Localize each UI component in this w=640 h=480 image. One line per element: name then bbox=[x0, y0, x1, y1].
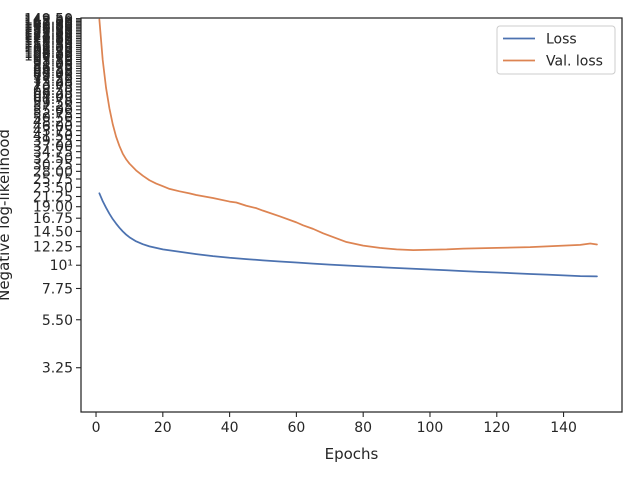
x-axis: 0 20 40 60 80 100 120 140 bbox=[92, 412, 577, 436]
y-tick-label: 109.00 bbox=[24, 40, 73, 56]
y-tick-label: 129.25 bbox=[24, 25, 73, 41]
y-tick-label: 57.25 bbox=[33, 99, 73, 115]
y-tick-label: 21.25 bbox=[33, 190, 73, 206]
y-tick-label: 88.75 bbox=[33, 59, 73, 75]
y-tick-label: 79.75 bbox=[33, 69, 73, 85]
y-tick-label: 149.50 bbox=[24, 12, 73, 28]
legend: Loss Val. loss bbox=[496, 25, 616, 75]
y-tick-label: 104.50 bbox=[24, 44, 73, 60]
y-tick-label: 106.75 bbox=[24, 42, 73, 58]
y-tick-label: 52.75 bbox=[33, 107, 73, 123]
y-tick-label: 43.75 bbox=[33, 124, 73, 140]
y-tick-label: 48.25 bbox=[33, 115, 73, 131]
y-tick-label: 5.50 bbox=[42, 313, 73, 329]
y-tick-label: 28.00 bbox=[33, 164, 73, 180]
y-tick-label: 122.50 bbox=[24, 30, 73, 46]
y-tick-label: 64.00 bbox=[33, 89, 73, 105]
y-tick-label: 138.25 bbox=[24, 19, 73, 35]
y-tick-label: 7.75 bbox=[42, 281, 73, 297]
y-tick-label: 30.25 bbox=[33, 157, 73, 173]
y-tick-label: 16.75 bbox=[33, 211, 73, 227]
y-tick-label: 12.25 bbox=[33, 240, 73, 256]
y-tick-label: 145.00 bbox=[24, 14, 73, 30]
y-tick-label: 127.00 bbox=[24, 26, 73, 42]
plot-background bbox=[81, 18, 622, 412]
series-line-1 bbox=[98, 18, 598, 252]
x-tick-label: 40 bbox=[221, 420, 239, 436]
legend-label-val-loss: Val. loss bbox=[546, 54, 603, 70]
x-tick-label: 60 bbox=[287, 420, 305, 436]
y-tick-label: 100.00 bbox=[24, 48, 73, 64]
y-tick-label: 120.25 bbox=[24, 31, 73, 47]
y-tick-label: 14.50 bbox=[33, 224, 73, 240]
series-layer bbox=[98, 18, 598, 278]
y-tick-label: 55.00 bbox=[33, 103, 73, 119]
y-tick-label: 77.50 bbox=[33, 72, 73, 88]
y-tick-label: 73.00 bbox=[33, 77, 73, 93]
y-tick-label: 19.00 bbox=[33, 200, 73, 216]
legend-label-loss: Loss bbox=[546, 32, 577, 48]
x-tick-label: 20 bbox=[154, 420, 172, 436]
y-tick-label: 140.50 bbox=[24, 17, 73, 33]
x-axis-label: Epochs bbox=[325, 445, 379, 463]
y-tick-label: 46.00 bbox=[33, 119, 73, 135]
x-tick-label: 80 bbox=[354, 420, 372, 436]
y-tick-label: 142.75 bbox=[24, 16, 73, 32]
y-tick-label: 86.50 bbox=[33, 62, 73, 78]
plot-frame bbox=[80, 17, 623, 413]
y-tick-label: 23.50 bbox=[33, 180, 73, 196]
series-line-0 bbox=[98, 192, 598, 278]
y-tick-label: 75.25 bbox=[33, 74, 73, 90]
y-tick-label: 91.00 bbox=[33, 57, 73, 73]
y-tick-label: 131.50 bbox=[24, 23, 73, 39]
y-tick-label: 147.25 bbox=[24, 13, 73, 29]
y-tick-label: 93.25 bbox=[33, 55, 73, 71]
y-tick-label: 97.75 bbox=[33, 50, 73, 66]
y-tick-label: 124.75 bbox=[24, 28, 73, 44]
y-tick-label: 136.00 bbox=[24, 20, 73, 36]
y-tick-label: 10¹ bbox=[50, 258, 73, 274]
y-axis-label: Negative log-likelihood bbox=[0, 129, 13, 301]
y-tick-label: 50.50 bbox=[33, 111, 73, 127]
y-axis: 3.25 5.50 7.75 10¹ 12.2514.5016.7519.0021.25… bbox=[24, 12, 81, 377]
y-tick-label: 115.75 bbox=[24, 35, 73, 51]
y-tick-label: 25.75 bbox=[33, 172, 73, 188]
x-tick-label: 100 bbox=[417, 420, 444, 436]
y-tick-label: 111.25 bbox=[24, 39, 73, 55]
y-tick-label: 59.50 bbox=[33, 96, 73, 112]
y-tick-label: 68.50 bbox=[33, 83, 73, 99]
y-tick-label: 37.00 bbox=[33, 139, 73, 155]
y-tick-label: 95.50 bbox=[33, 52, 73, 68]
y-tick-label: 61.75 bbox=[33, 92, 73, 108]
x-tick-label: 140 bbox=[550, 420, 577, 436]
y-tick-label: 102.25 bbox=[24, 46, 73, 62]
x-tick-label: 0 bbox=[92, 420, 101, 436]
y-tick-label: 113.50 bbox=[24, 37, 73, 53]
y-tick-label: 66.25 bbox=[33, 86, 73, 102]
y-tick-label: 3.25 bbox=[42, 361, 73, 377]
y-tick-label: 84.25 bbox=[33, 64, 73, 80]
y-tick-label: 82.00 bbox=[33, 66, 73, 82]
y-tick-label: 32.50 bbox=[33, 151, 73, 167]
y-tick-label: 34.75 bbox=[33, 145, 73, 161]
x-tick-label: 120 bbox=[483, 420, 510, 436]
y-tick-label: 118.00 bbox=[24, 33, 73, 49]
y-tick-label: 133.75 bbox=[24, 22, 73, 38]
y-tick-label: 41.50 bbox=[33, 128, 73, 144]
y-tick-label: 70.75 bbox=[33, 80, 73, 96]
y-tick-label: 39.25 bbox=[33, 134, 73, 150]
